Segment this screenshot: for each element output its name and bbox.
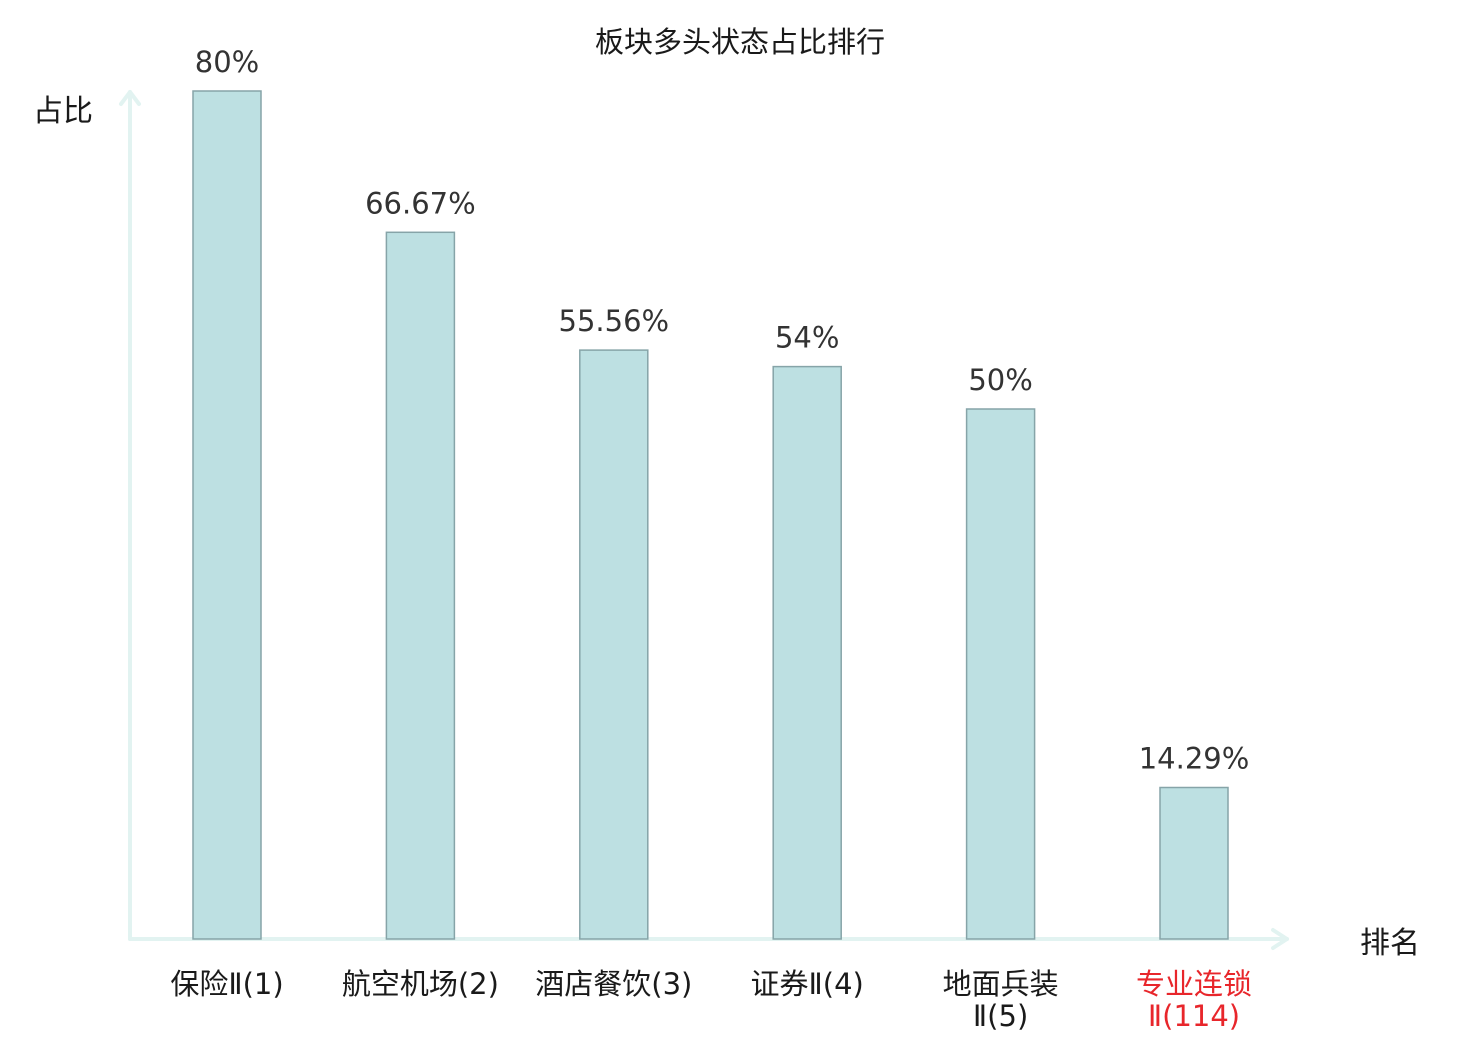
bar-value-label: 80% <box>195 45 259 79</box>
x-tick-label: 专业连锁 <box>1136 967 1252 1001</box>
bar-value-label: 66.67% <box>365 186 476 220</box>
bar-value-label: 55.56% <box>559 304 670 338</box>
bar <box>192 90 262 940</box>
value-labels-group: 80% 66.67% 55.56% 54% 50% 14.29% <box>195 45 1250 776</box>
x-axis-arrow <box>1271 928 1289 950</box>
y-axis-title: 占比 <box>33 94 93 129</box>
x-tick-label: 地面兵装 <box>943 967 1059 1001</box>
chart-title: 板块多头状态占比排行 <box>595 25 885 59</box>
x-tick-label: 保险Ⅱ(1) <box>170 967 283 1001</box>
y-axis-arrow <box>119 90 141 106</box>
bar <box>579 349 649 940</box>
bar-value-label: 54% <box>775 321 839 355</box>
bar <box>965 408 1036 940</box>
x-tick-label: Ⅱ(5) <box>973 999 1028 1033</box>
x-tick-label: 航空机场(2) <box>342 967 499 1001</box>
bars-group <box>192 90 1229 940</box>
x-tick-label: Ⅱ(114) <box>1148 999 1240 1033</box>
bar-value-label: 50% <box>968 363 1032 397</box>
x-tick-label: 证券Ⅱ(4) <box>751 967 864 1001</box>
x-tick-label: 酒店餐饮(3) <box>535 967 692 1001</box>
bar <box>772 365 842 940</box>
x-axis-title: 排名 <box>1360 926 1420 961</box>
bar <box>1159 786 1229 940</box>
bar-value-label: 14.29% <box>1139 742 1250 776</box>
bar <box>385 231 456 940</box>
